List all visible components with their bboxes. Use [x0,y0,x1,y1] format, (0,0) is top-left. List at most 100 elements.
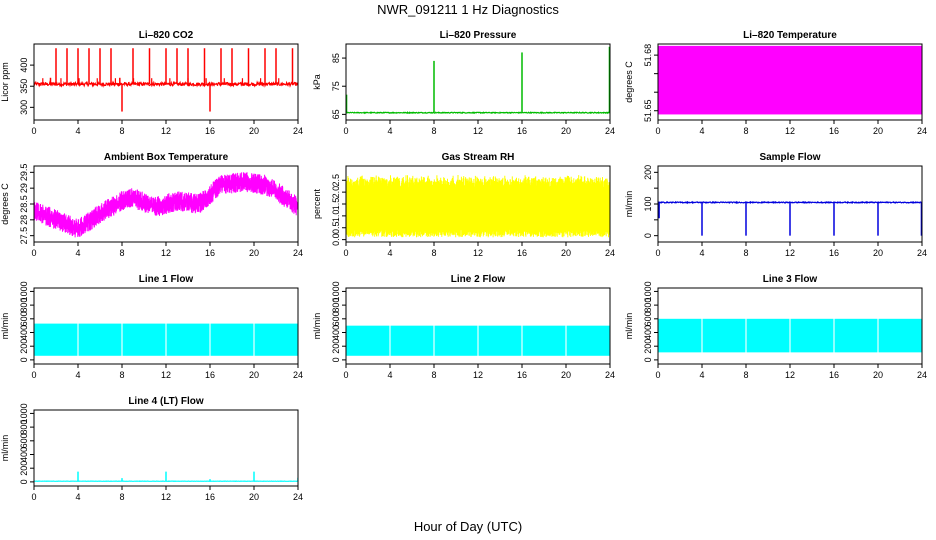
x-tick-label: 8 [119,492,124,502]
panel-ylabel: ml/min [312,313,322,340]
data-block [878,318,922,353]
x-tick-label: 0 [655,126,660,136]
panel-data [34,172,298,238]
panel-9: Line 3 Flow ml/min 0 4 8 12 16 20 24 0 20040060080… [624,274,927,380]
panel-1: Li–820 CO2 Licor ppm 0 4 8 12 16 20 24 300 350 400 [0,30,303,136]
y-tick-label: 200 [19,339,29,354]
panel-ylabel: ml/min [624,191,634,218]
y-tick-label: 200 [643,165,653,180]
x-tick-label: 12 [161,248,171,258]
data-block [434,325,478,356]
y-tick-label: 0.0 [331,233,341,246]
panel-5: Gas Stream RH percent 0 4 8 12 16 20 24 0.00.51.0… [312,152,615,258]
y-tick-label: 1.0 [331,210,341,223]
data-series [34,172,298,238]
data-block [522,325,566,356]
x-tick-label: 8 [743,248,748,258]
x-tick-label: 16 [205,370,215,380]
data-block [658,318,702,353]
panel-title: Line 1 Flow [139,274,194,285]
figure-xlabel: Hour of Day (UTC) [414,519,522,534]
y-tick-label: 1000 [331,281,341,301]
x-tick-label: 0 [655,370,660,380]
data-block [122,323,166,356]
data-block [790,318,834,353]
x-tick-label: 16 [829,370,839,380]
x-tick-label: 0 [343,126,348,136]
x-tick-label: 20 [561,370,571,380]
y-tick-label: 400 [19,58,29,73]
panel-ylabel: ml/min [0,313,10,340]
x-tick-label: 20 [249,370,259,380]
x-tick-label: 12 [473,248,483,258]
panel-frame [345,43,611,121]
panel-title: Line 4 (LT) Flow [128,396,204,407]
x-tick-label: 20 [561,248,571,258]
y-tick-label: 0.5 [331,221,341,234]
y-tick-label: 28.5 [19,195,29,213]
x-tick-label: 12 [161,370,171,380]
x-tick-label: 24 [605,248,615,258]
data-block [210,323,254,356]
x-tick-label: 4 [387,126,392,136]
x-tick-label: 16 [205,248,215,258]
x-tick-label: 24 [917,126,927,136]
x-tick-label: 8 [431,248,436,258]
y-tick-label: 29.5 [19,164,29,182]
x-tick-label: 16 [205,492,215,502]
x-tick-label: 20 [873,126,883,136]
panel-title: Sample Flow [759,152,820,163]
x-tick-label: 0 [343,248,348,258]
panel-data [34,48,298,112]
y-tick-label: 400 [19,325,29,340]
y-tick-label: 800 [331,298,341,313]
x-tick-label: 12 [161,492,171,502]
panel-data [658,200,922,236]
y-tick-label: 600 [643,311,653,326]
x-tick-label: 12 [785,248,795,258]
data-series [346,111,610,115]
panel-ylabel: degrees C [624,61,634,103]
panel-2: Li–820 Pressure kPa 0 4 8 12 16 20 24 65 75 85 [312,30,615,136]
data-block [702,318,746,353]
x-tick-label: 16 [517,370,527,380]
panel-8: Line 2 Flow ml/min 0 4 8 12 16 20 24 0 20040060080… [312,274,615,380]
y-tick-label: 400 [19,447,29,462]
x-tick-label: 16 [517,248,527,258]
y-tick-label: 200 [643,339,653,354]
y-tick-label: 400 [643,325,653,340]
x-tick-label: 24 [293,126,303,136]
data-block [34,323,78,356]
x-tick-label: 24 [917,370,927,380]
data-block [390,325,434,356]
y-tick-label: 1000 [19,403,29,423]
x-tick-label: 20 [249,492,259,502]
x-tick-label: 0 [655,248,660,258]
panel-ylabel: ml/min [624,313,634,340]
data-band [658,45,922,115]
panel-6: Sample Flow ml/min 0 4 8 12 16 20 24 0 100 200 [624,152,927,258]
x-tick-label: 24 [293,370,303,380]
panel-ylabel: percent [312,188,322,219]
y-tick-label: 350 [19,79,29,94]
x-tick-label: 16 [829,126,839,136]
panel-data [346,174,610,238]
x-tick-label: 4 [699,126,704,136]
x-tick-label: 12 [473,126,483,136]
x-tick-label: 24 [293,492,303,502]
panel-data [346,325,610,356]
x-tick-label: 4 [387,370,392,380]
y-tick-label: 1000 [19,281,29,301]
panel-title: Line 2 Flow [451,274,506,285]
y-tick-label: 0 [331,357,341,362]
data-block [166,323,210,356]
panel-3: Li–820 Temperature degrees C 0 4 8 12 16 20 24 51… [624,30,927,136]
y-tick-label: 800 [19,420,29,435]
x-tick-label: 4 [75,492,80,502]
y-tick-label: 0 [19,357,29,362]
x-tick-label: 16 [205,126,215,136]
y-tick-label: 2.5 [331,174,341,187]
x-tick-label: 8 [119,126,124,136]
x-tick-label: 20 [561,126,571,136]
x-tick-label: 8 [431,370,436,380]
